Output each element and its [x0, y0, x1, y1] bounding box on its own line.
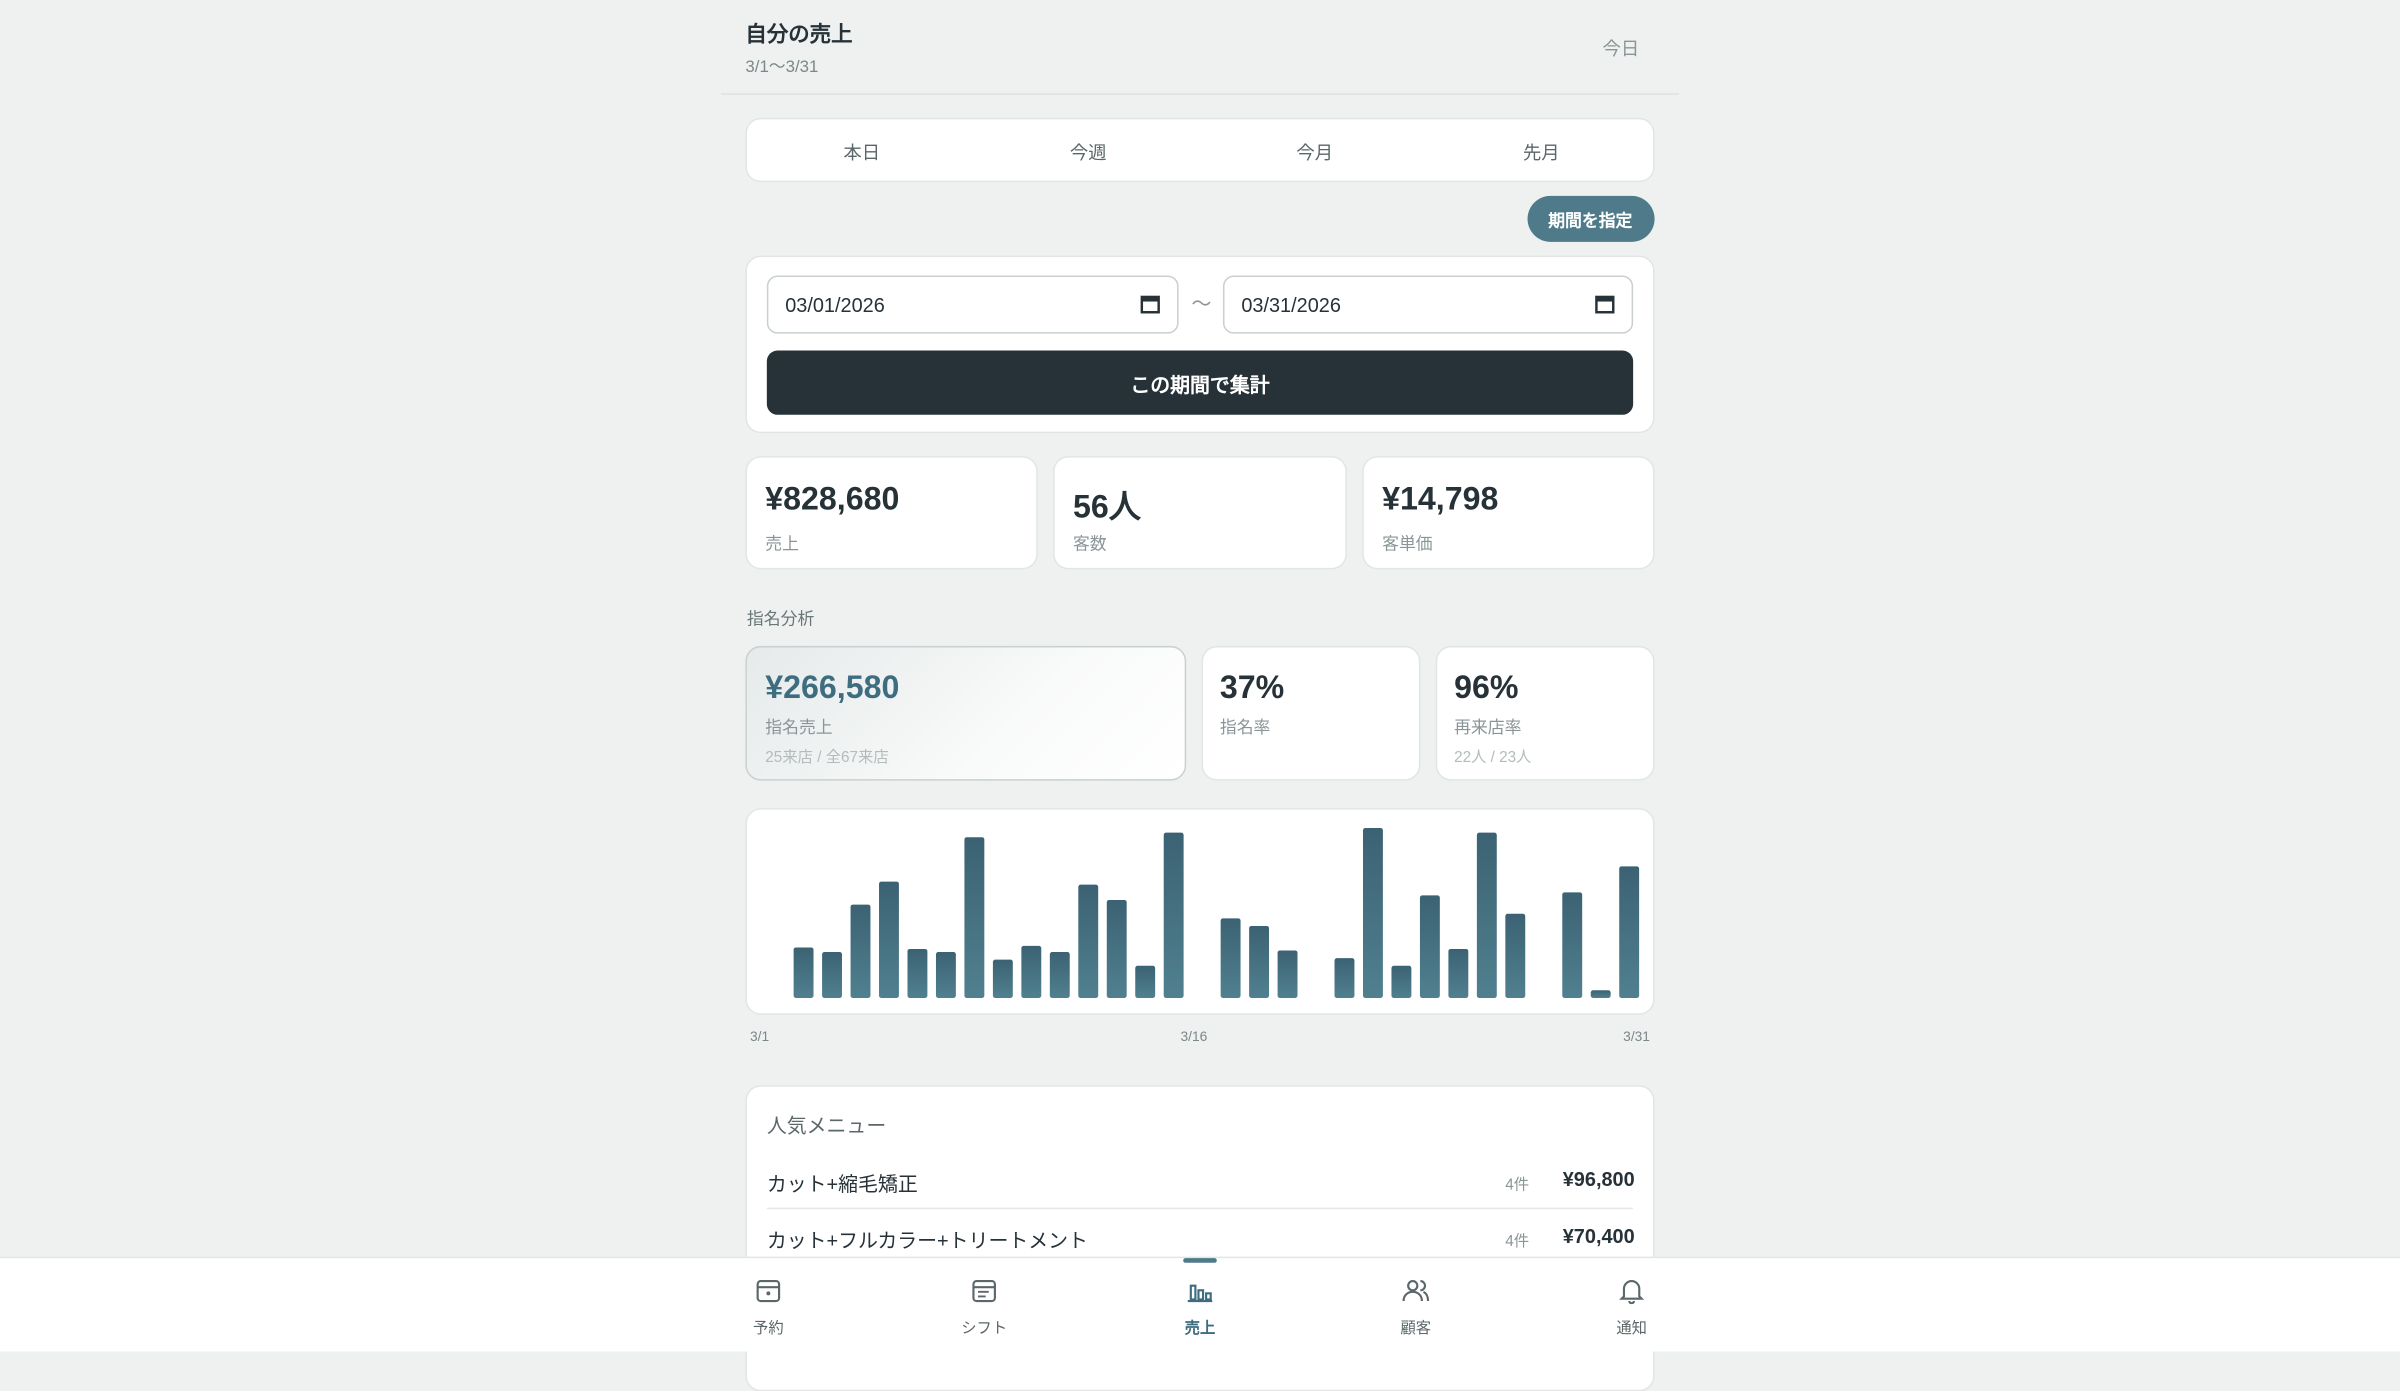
- nav-label[interactable]: 売上: [1184, 1320, 1216, 1338]
- bar: [1505, 913, 1526, 998]
- nomination-card: 37% 指名率: [1201, 645, 1421, 781]
- stat-value: ¥266,580: [765, 670, 900, 706]
- nomination-card: ¥266,580 指名売上 25来店 / 全67来店: [745, 645, 1187, 781]
- stat-value: ¥14,798: [1382, 482, 1499, 518]
- stat-note: 25来店 / 全67来店: [765, 749, 889, 767]
- x-tick-label: 3/31: [1623, 1028, 1650, 1044]
- page-subtitle: 3/1〜3/31: [745, 58, 819, 77]
- aggregate-button[interactable]: この期間で集計: [766, 350, 1634, 415]
- stat-label: 再来店率: [1454, 719, 1522, 738]
- menu-amount: ¥96,800: [1562, 1167, 1635, 1191]
- calendar-icon: [1595, 295, 1615, 314]
- bar: [907, 948, 928, 998]
- tab[interactable]: 先月: [1522, 142, 1560, 164]
- stat-card: 56人 客数: [1053, 456, 1347, 570]
- page-title: 自分の売上: [745, 21, 853, 46]
- stat-label: 売上: [765, 535, 799, 555]
- nav-label[interactable]: 通知: [1616, 1320, 1647, 1338]
- daily-sales-chart: [793, 828, 1640, 998]
- bar: [1448, 948, 1469, 998]
- bar: [1590, 990, 1611, 998]
- bottom-nav: 予約 シフト 売上 顧客 通知: [0, 1256, 2400, 1352]
- notifications-icon[interactable]: [1618, 1277, 1646, 1305]
- bar: [1334, 958, 1355, 998]
- bar: [1135, 965, 1156, 998]
- app: 自分の売上 3/1〜3/31 今日 本日 今週 今月 先月 期間を指定 03/0…: [0, 21, 2400, 1391]
- tab[interactable]: 今月: [1296, 142, 1334, 164]
- customers-icon[interactable]: [1402, 1277, 1430, 1305]
- bar: [879, 881, 899, 998]
- stat-value: ¥828,680: [765, 482, 900, 518]
- shift-icon[interactable]: [970, 1277, 998, 1305]
- bar: [1106, 899, 1127, 998]
- date-range-card: 03/01/2026 〜 03/31/2026 この期間で集計: [745, 255, 1655, 434]
- date-value: 03/01/2026: [785, 293, 885, 317]
- stat-label: 客単価: [1382, 535, 1433, 555]
- bar: [1476, 832, 1497, 998]
- bar: [1419, 895, 1440, 998]
- stat-value: 56人: [1072, 489, 1141, 525]
- stat-card: ¥828,680 売上: [745, 456, 1038, 570]
- today-button[interactable]: 今日: [1602, 38, 1640, 60]
- stat-value: 96%: [1454, 670, 1519, 706]
- x-tick-label: 3/1: [749, 1028, 770, 1044]
- nav-label[interactable]: シフト: [961, 1320, 1008, 1338]
- date-input[interactable]: 03/01/2026: [766, 275, 1179, 334]
- custom-range-button[interactable]: 期間を指定: [1527, 195, 1655, 242]
- bar: [1391, 965, 1412, 998]
- stat-value: 37%: [1219, 670, 1285, 706]
- period-tabs: 本日 今週 今月 先月: [745, 117, 1655, 183]
- menu-name: カット+フルカラー+トリートメント: [766, 1229, 1088, 1253]
- active-indicator: [1183, 1258, 1217, 1263]
- button-label: この期間で集計: [1130, 373, 1270, 397]
- bar: [1362, 828, 1383, 998]
- bar: [1220, 918, 1241, 998]
- stat-note: 22人 / 23人: [1454, 749, 1532, 767]
- bar: [992, 959, 1013, 998]
- calendar-icon: [1140, 295, 1160, 314]
- bar: [1021, 945, 1042, 998]
- bar: [1078, 884, 1099, 998]
- bar: [850, 904, 871, 998]
- stat-label: 指名売上: [765, 719, 833, 738]
- header-divider: [720, 93, 1680, 95]
- nomination-card: 96% 再来店率 22人 / 23人: [1435, 645, 1655, 781]
- bar: [1619, 866, 1640, 998]
- x-tick-label: 3/16: [1180, 1028, 1208, 1044]
- stat-label: 指名率: [1219, 719, 1271, 738]
- bar: [793, 947, 814, 998]
- row-divider: [766, 1207, 1634, 1210]
- chart-card: [745, 808, 1655, 1015]
- menu-name: カット+縮毛矯正: [766, 1172, 918, 1196]
- page: 自分の売上 3/1〜3/31 今日 本日 今週 今月 先月 期間を指定 03/0…: [0, 21, 2400, 1391]
- stat-card: ¥14,798 客単価: [1362, 456, 1655, 570]
- date-input[interactable]: 03/31/2026: [1222, 275, 1634, 334]
- tab[interactable]: 今週: [1069, 142, 1107, 164]
- bar: [1277, 950, 1298, 998]
- section-title: 人気メニュー: [766, 1114, 887, 1138]
- bar: [1049, 952, 1070, 998]
- menu-count: 4件: [1505, 1233, 1530, 1251]
- bar: [1249, 926, 1270, 998]
- bar: [822, 952, 842, 998]
- bar: [964, 837, 985, 998]
- range-separator: 〜: [1191, 292, 1212, 316]
- nav-label[interactable]: 顧客: [1400, 1320, 1432, 1338]
- bar: [935, 952, 956, 998]
- reservation-icon[interactable]: [755, 1277, 783, 1305]
- nav-label[interactable]: 予約: [753, 1320, 784, 1338]
- button-label: 期間を指定: [1548, 212, 1633, 232]
- sales-icon[interactable]: [1186, 1277, 1214, 1305]
- tab[interactable]: 本日: [843, 142, 881, 164]
- menu-amount: ¥70,400: [1562, 1224, 1635, 1248]
- stat-label: 客数: [1072, 535, 1107, 555]
- section-title: 指名分析: [746, 610, 815, 630]
- bar: [1163, 832, 1184, 998]
- date-value: 03/31/2026: [1241, 293, 1341, 317]
- menu-count: 4件: [1505, 1177, 1530, 1194]
- bar: [1562, 892, 1583, 998]
